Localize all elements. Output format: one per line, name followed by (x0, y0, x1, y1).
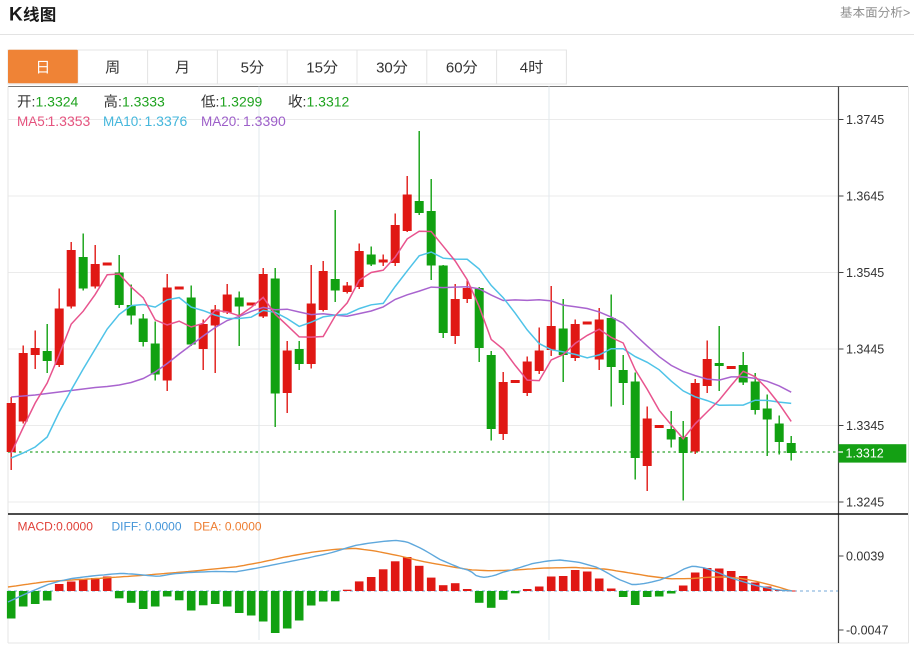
svg-text:60: 60 (446, 60, 463, 77)
svg-text:1.3390: 1.3390 (243, 113, 286, 129)
svg-text:1.3245: 1.3245 (846, 496, 884, 510)
svg-text:MA5:: MA5: (17, 114, 49, 129)
svg-text:1.3376: 1.3376 (145, 113, 188, 129)
svg-text:MA20:: MA20: (201, 114, 240, 129)
svg-text:1.3545: 1.3545 (846, 266, 884, 280)
svg-text:1.3333: 1.3333 (122, 94, 165, 110)
svg-text:DIFF: 0.0000: DIFF: 0.0000 (112, 520, 182, 534)
svg-text::: : (216, 94, 220, 110)
svg-text:15: 15 (306, 60, 323, 77)
svg-text:1.3324: 1.3324 (36, 94, 79, 110)
svg-text::: : (32, 94, 36, 110)
svg-text::: : (303, 94, 307, 110)
svg-text::: : (118, 94, 122, 110)
svg-text:1.3312: 1.3312 (307, 94, 350, 110)
svg-text:0.0039: 0.0039 (846, 550, 884, 564)
svg-text:1.3299: 1.3299 (220, 94, 263, 110)
svg-text:1.3312: 1.3312 (846, 447, 884, 461)
svg-text:1.3445: 1.3445 (846, 343, 884, 357)
svg-text:MACD:0.0000: MACD:0.0000 (18, 520, 94, 534)
svg-text:4: 4 (520, 60, 528, 77)
svg-text:MA10:: MA10: (103, 114, 142, 129)
svg-text:DEA: 0.0000: DEA: 0.0000 (194, 520, 262, 534)
svg-text:1.3353: 1.3353 (48, 113, 91, 129)
svg-text:1.3745: 1.3745 (846, 113, 884, 127)
svg-text:>: > (903, 6, 910, 20)
svg-text:K: K (9, 5, 23, 26)
svg-text:5: 5 (241, 60, 249, 77)
svg-text:-0.0047: -0.0047 (846, 624, 888, 638)
svg-text:1.3345: 1.3345 (846, 419, 884, 433)
svg-text:30: 30 (376, 60, 393, 77)
svg-text:1.3645: 1.3645 (846, 190, 884, 204)
